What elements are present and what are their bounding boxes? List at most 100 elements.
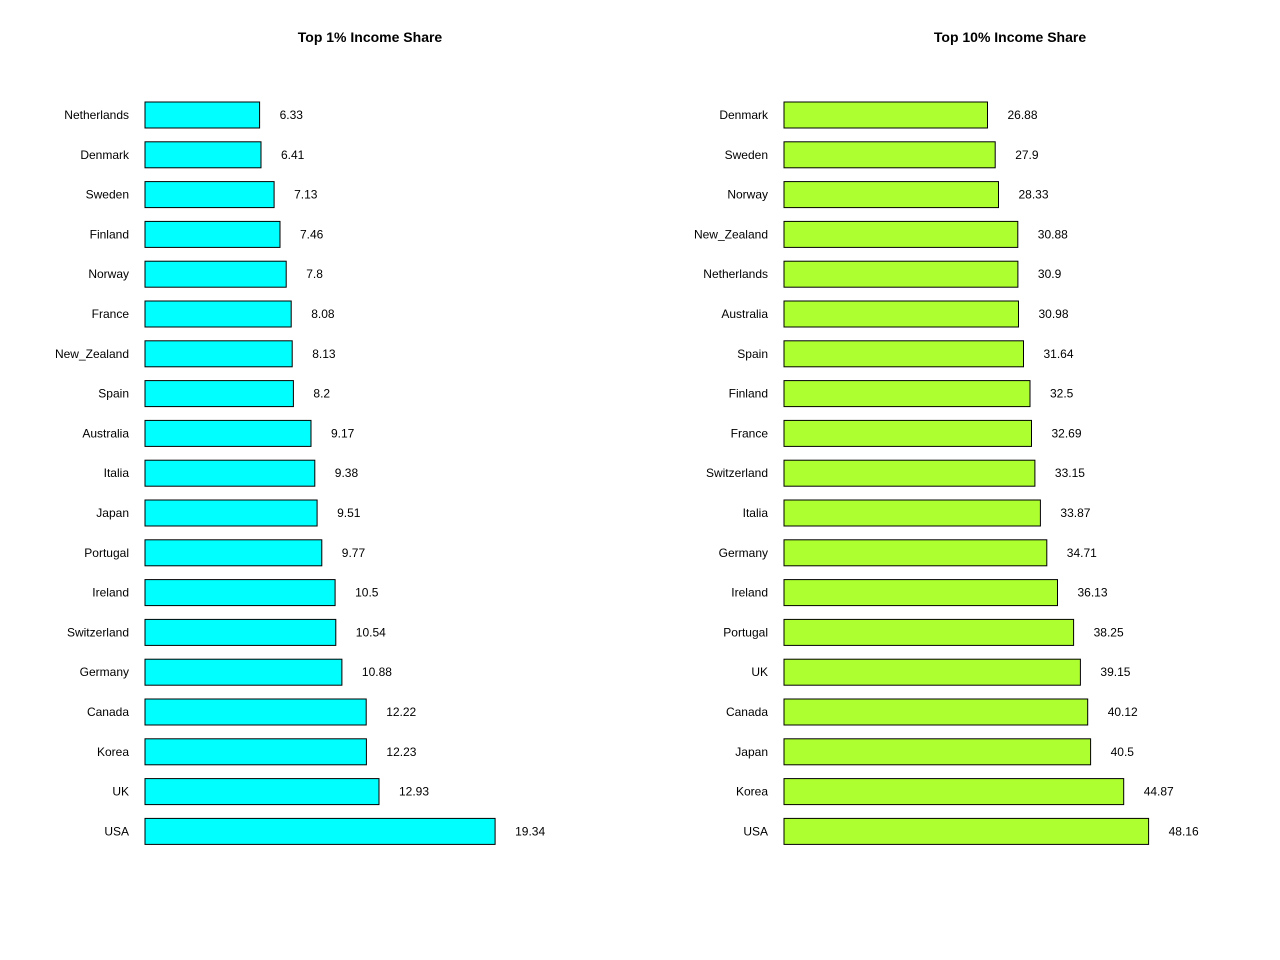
bar-japan: [783, 738, 1092, 766]
category-label: Australia: [721, 307, 768, 321]
bar-uk: [783, 658, 1081, 686]
chart-title: Top 1% Income Share: [298, 29, 443, 45]
value-label: 30.98: [1039, 307, 1069, 321]
value-label: 8.2: [313, 387, 330, 401]
value-label: 10.54: [356, 625, 386, 639]
bar-sweden: [783, 141, 996, 169]
bar-uk: [144, 778, 380, 806]
value-label: 27.9: [1015, 148, 1039, 162]
bar-italia: [783, 499, 1041, 527]
category-label: Korea: [97, 745, 129, 759]
value-label: 33.15: [1055, 466, 1085, 480]
bar-finland: [144, 220, 281, 248]
bar-italia: [144, 459, 316, 487]
category-label: Canada: [726, 705, 768, 719]
category-label: Netherlands: [64, 108, 129, 122]
category-label: Australia: [82, 426, 129, 440]
value-label: 8.08: [311, 307, 335, 321]
category-label: Germany: [719, 546, 768, 560]
value-label: 30.9: [1038, 267, 1062, 281]
bar-australia: [144, 419, 312, 447]
bar-switzerland: [144, 618, 337, 646]
bar-netherlands: [144, 101, 261, 129]
category-label: Japan: [735, 745, 768, 759]
bar-usa: [783, 817, 1150, 845]
value-label: 40.5: [1111, 745, 1135, 759]
bar-canada: [144, 698, 367, 726]
category-label: Canada: [87, 705, 129, 719]
bar-spain: [783, 340, 1024, 368]
category-label: Italia: [743, 506, 769, 520]
category-label: Denmark: [719, 108, 769, 122]
bar-denmark: [144, 141, 262, 169]
value-label: 7.46: [300, 227, 324, 241]
value-label: 12.93: [399, 785, 429, 799]
category-label: New_Zealand: [55, 347, 129, 361]
category-label: Japan: [96, 506, 129, 520]
category-label: Denmark: [80, 148, 130, 162]
value-label: 10.5: [355, 586, 379, 600]
category-label: Switzerland: [67, 625, 129, 639]
chart-top1-income-share: Top 1% Income Share Netherlands 6.33 Denma…: [55, 29, 545, 845]
category-label: Portugal: [723, 625, 768, 639]
value-label: 9.17: [331, 426, 355, 440]
bar-germany: [144, 658, 343, 686]
value-label: 48.16: [1169, 824, 1199, 838]
category-label: Sweden: [725, 148, 768, 162]
chart-title: Top 10% Income Share: [934, 29, 1086, 45]
value-label: 32.69: [1052, 426, 1082, 440]
value-label: 7.13: [294, 188, 318, 202]
bar-netherlands: [783, 260, 1019, 288]
category-label: Norway: [727, 188, 768, 202]
value-label: 7.8: [306, 267, 323, 281]
value-label: 36.13: [1078, 586, 1108, 600]
bar-denmark: [783, 101, 988, 129]
value-label: 34.71: [1067, 546, 1097, 560]
category-label: Norway: [88, 267, 129, 281]
chart-top10-income-share: Top 10% Income Share Denmark 26.88 Sweden 2…: [694, 29, 1199, 845]
value-label: 44.87: [1144, 785, 1174, 799]
value-label: 10.88: [362, 665, 392, 679]
category-label: France: [92, 307, 130, 321]
category-label: Portugal: [84, 546, 129, 560]
category-label: Finland: [90, 227, 129, 241]
category-label: UK: [751, 665, 768, 679]
bar-switzerland: [783, 459, 1036, 487]
value-label: 38.25: [1094, 625, 1124, 639]
bar-norway: [783, 181, 999, 209]
bar-norway: [144, 260, 287, 288]
category-label: Spain: [737, 347, 768, 361]
bar-france: [144, 300, 292, 328]
bar-australia: [783, 300, 1019, 328]
bar-sweden: [144, 181, 275, 209]
category-label: France: [731, 426, 769, 440]
category-label: USA: [104, 824, 129, 838]
value-label: 8.13: [312, 347, 336, 361]
value-label: 39.15: [1100, 665, 1130, 679]
value-label: 33.87: [1060, 506, 1090, 520]
value-label: 31.64: [1044, 347, 1074, 361]
bar-usa: [144, 817, 496, 845]
bar-finland: [783, 380, 1031, 408]
bar-korea: [783, 778, 1125, 806]
category-label: Finland: [729, 387, 768, 401]
bar-portugal: [144, 539, 323, 567]
category-label: Switzerland: [706, 466, 768, 480]
value-label: 9.51: [337, 506, 361, 520]
bar-japan: [144, 499, 318, 527]
value-label: 12.22: [386, 705, 416, 719]
category-label: Germany: [80, 665, 129, 679]
value-label: 19.34: [515, 824, 545, 838]
category-label: Netherlands: [703, 267, 768, 281]
category-label: Spain: [98, 387, 129, 401]
value-label: 6.41: [281, 148, 305, 162]
bar-spain: [144, 380, 294, 408]
category-label: Korea: [736, 785, 768, 799]
bar-ireland: [783, 579, 1058, 607]
category-label: New_Zealand: [694, 227, 768, 241]
category-label: USA: [743, 824, 768, 838]
value-label: 6.33: [280, 108, 304, 122]
category-label: Ireland: [731, 586, 768, 600]
bar-korea: [144, 738, 367, 766]
